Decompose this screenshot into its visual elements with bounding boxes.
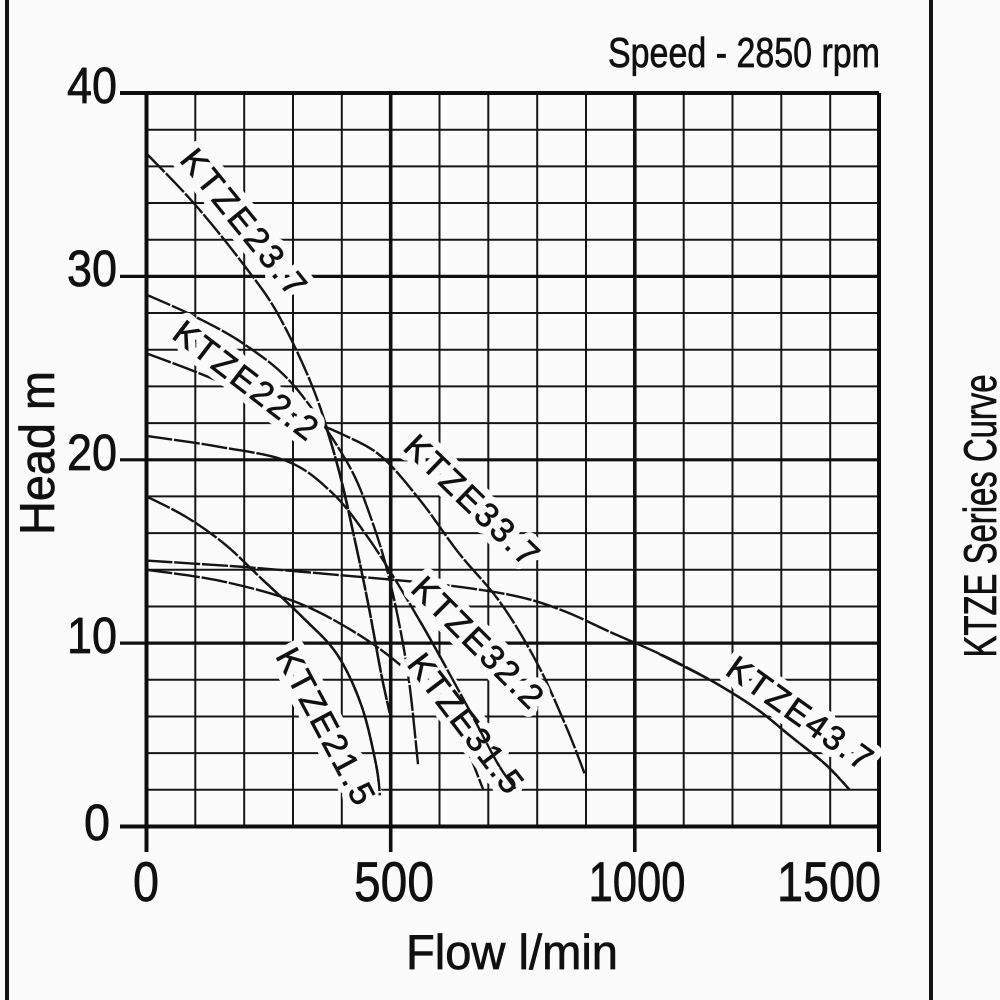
svg-text:10: 10 bbox=[67, 607, 117, 664]
svg-text:Speed - 2850 rpm: Speed - 2850 rpm bbox=[608, 29, 880, 76]
svg-text:0: 0 bbox=[133, 850, 159, 913]
svg-text:500: 500 bbox=[354, 850, 434, 913]
svg-text:0: 0 bbox=[84, 794, 110, 851]
svg-text:1500: 1500 bbox=[777, 850, 881, 913]
svg-text:Flow l/min: Flow l/min bbox=[406, 926, 618, 980]
svg-text:40: 40 bbox=[67, 57, 117, 114]
svg-text:20: 20 bbox=[67, 424, 117, 481]
svg-text:Head m: Head m bbox=[11, 371, 65, 535]
svg-text:1000: 1000 bbox=[589, 850, 686, 913]
svg-text:KTZE Series Curve: KTZE Series Curve bbox=[954, 375, 1000, 658]
svg-text:30: 30 bbox=[67, 240, 117, 297]
